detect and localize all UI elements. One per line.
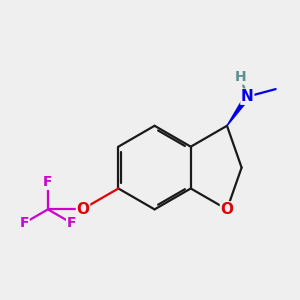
Text: O: O <box>76 202 89 217</box>
Polygon shape <box>227 95 250 126</box>
Text: F: F <box>43 175 53 189</box>
Text: F: F <box>20 216 29 230</box>
Text: F: F <box>67 216 76 230</box>
Text: O: O <box>220 202 233 217</box>
Text: N: N <box>241 89 254 104</box>
Text: H: H <box>234 70 246 84</box>
